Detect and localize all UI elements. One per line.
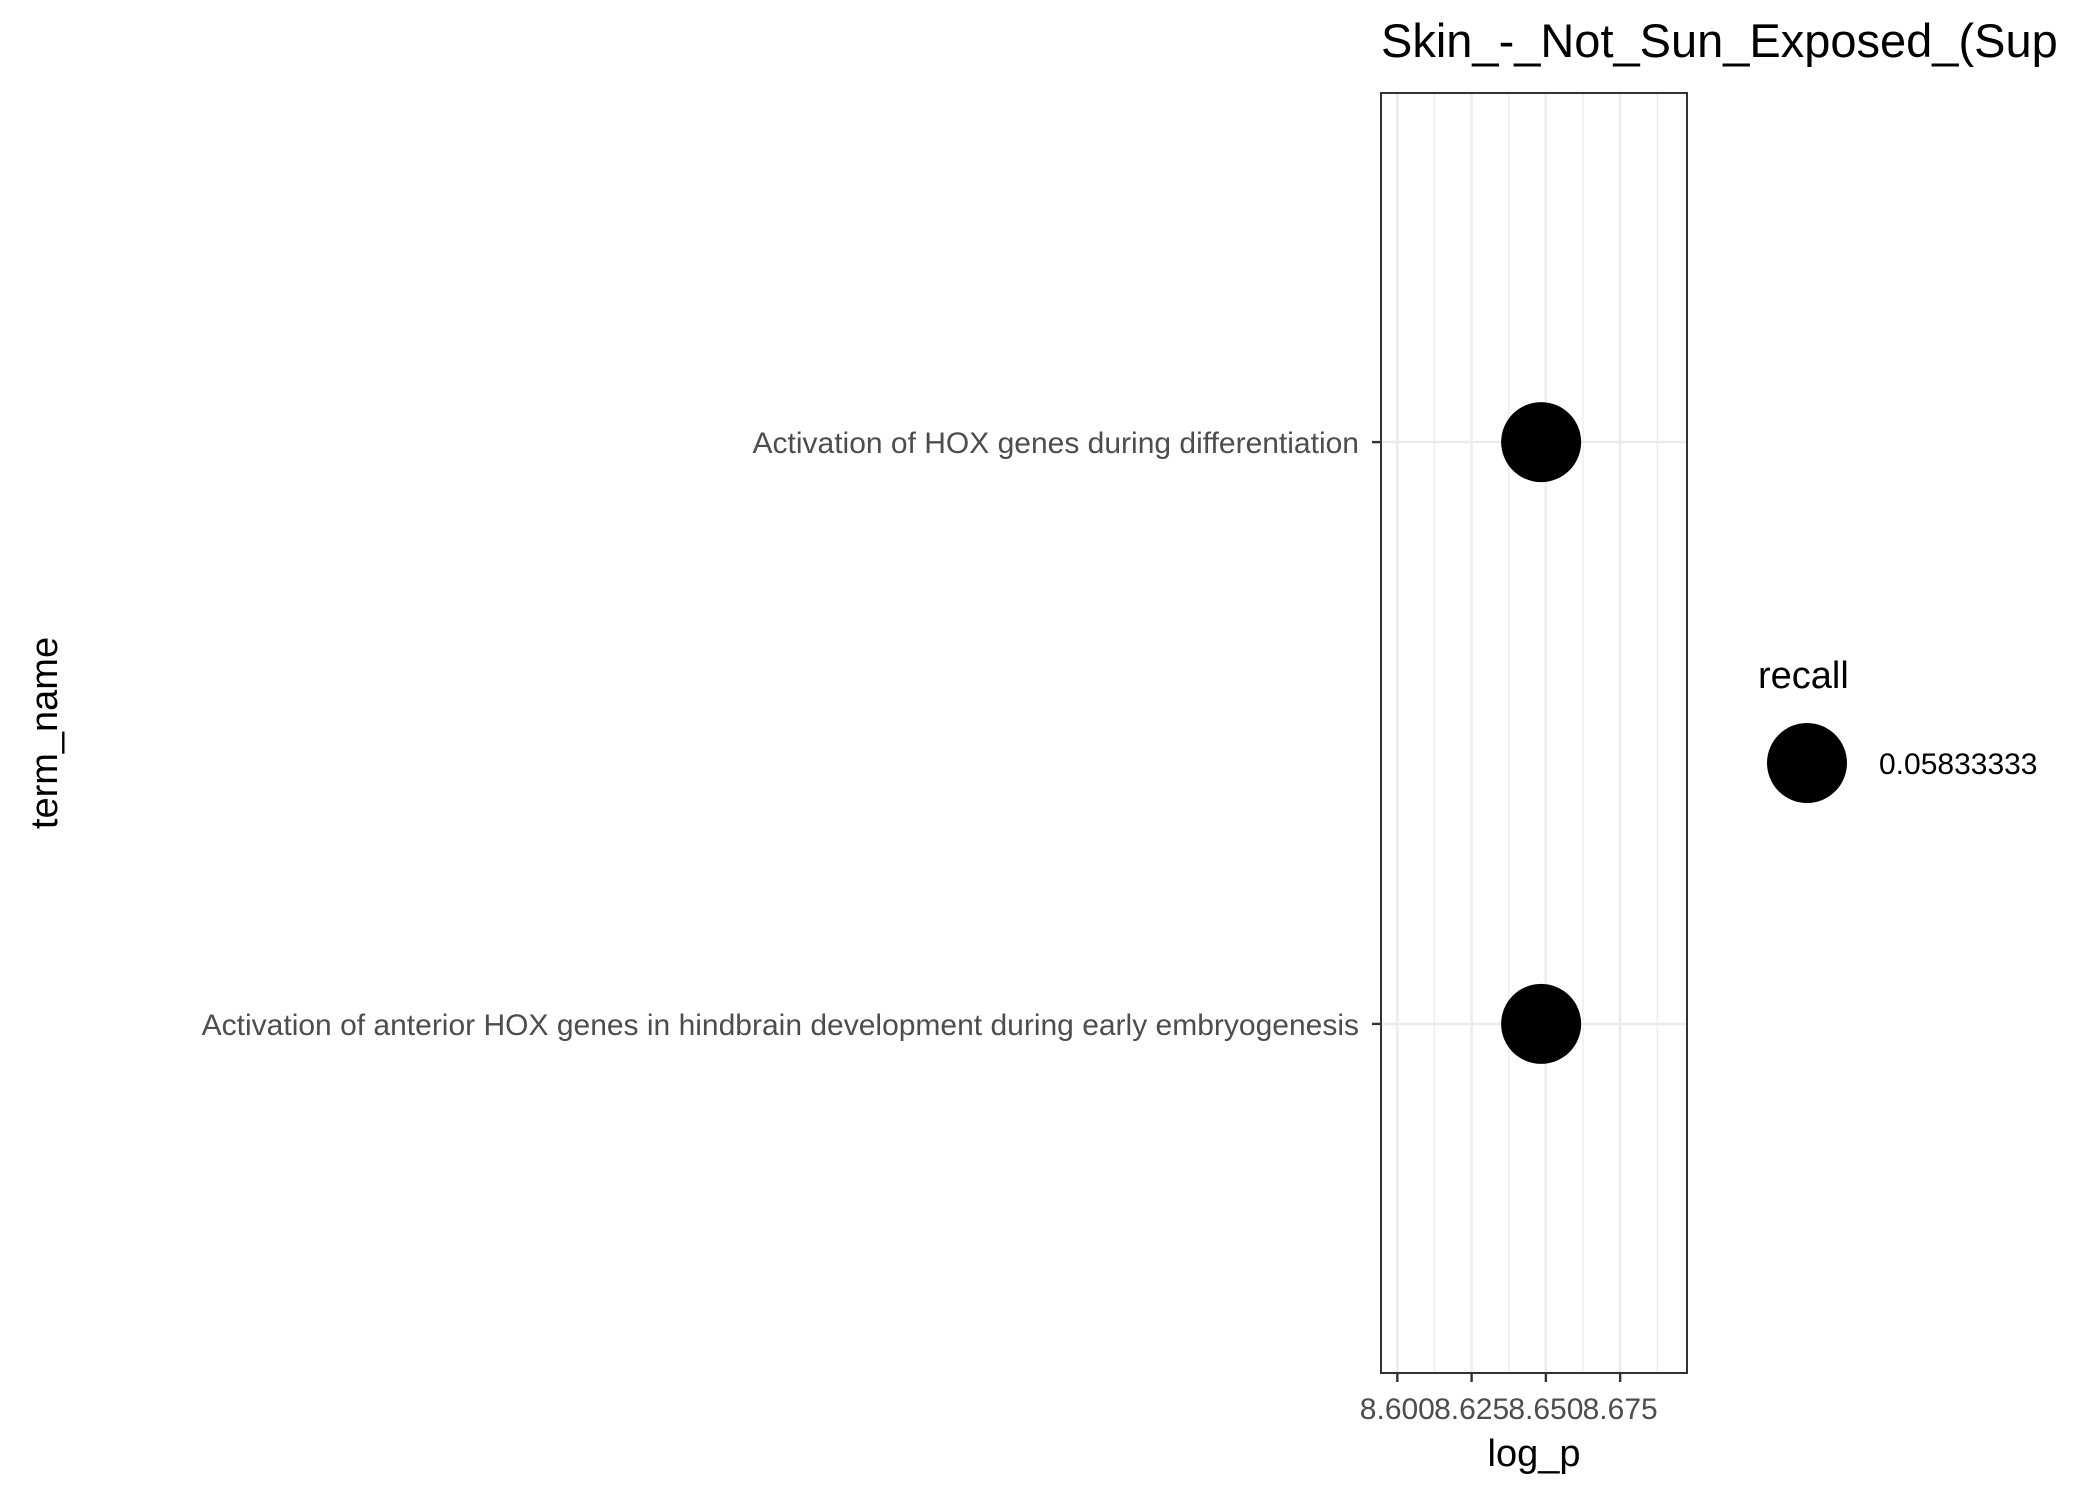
x-tick-label: 8.600: [1360, 1393, 1435, 1426]
y-axis-title: term_name: [24, 637, 66, 829]
y-axis-ticks: Activation of anterior HOX genes in hind…: [202, 427, 1381, 1042]
grid-minor-lines: [1433, 93, 1658, 1373]
chart-title: Skin_-_Not_Sun_Exposed_(Sup: [1381, 14, 2058, 67]
data-point: [1501, 402, 1582, 483]
x-axis-ticks: 8.600 8.625 8.650 8.675: [1360, 1373, 1658, 1426]
legend: recall 0.05833333: [1758, 655, 2038, 803]
x-tick-label: 8.650: [1508, 1393, 1583, 1426]
y-tick-label: Activation of anterior HOX genes in hind…: [202, 1009, 1359, 1042]
y-tick-label: Activation of HOX genes during different…: [753, 427, 1359, 460]
x-tick-label: 8.625: [1434, 1393, 1509, 1426]
panel-border: [1380, 92, 1688, 1374]
data-points: [1501, 402, 1582, 1064]
legend-label: 0.05833333: [1879, 748, 2038, 781]
x-tick-label: 8.675: [1583, 1393, 1658, 1426]
x-axis-title: log_p: [1488, 1433, 1581, 1475]
legend-title: recall: [1758, 655, 1849, 697]
data-point: [1501, 983, 1582, 1064]
plot-panel: [1380, 92, 1688, 1374]
legend-key-point: [1767, 723, 1847, 803]
